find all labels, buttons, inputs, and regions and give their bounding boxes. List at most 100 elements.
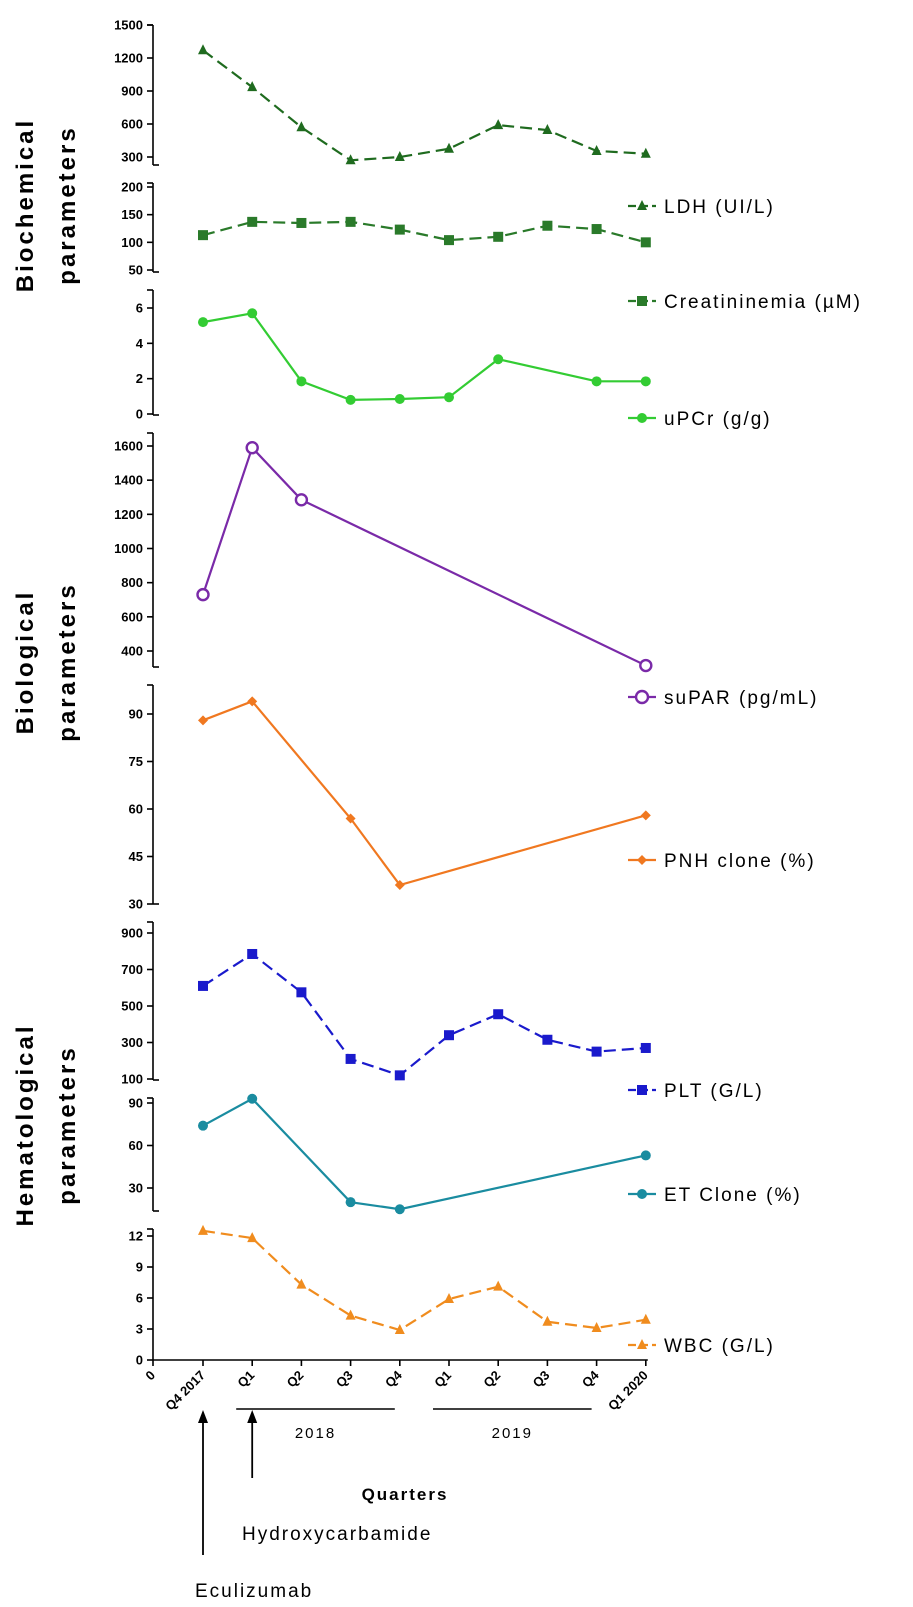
- legend-entry: PNH clone (%): [628, 851, 814, 872]
- group-label-line1: Biochemical: [12, 118, 39, 292]
- legend-label: LDH (UI/L): [664, 197, 775, 218]
- legend-marker: [637, 200, 647, 210]
- data-point: [345, 216, 356, 227]
- data-point: [247, 308, 258, 319]
- x-tick-label: Q1 2020: [605, 1368, 651, 1414]
- x-tick-label: Q4 2017: [162, 1368, 208, 1414]
- x-tick-label: Q2: [284, 1368, 307, 1391]
- data-point: [394, 1324, 405, 1335]
- legend-entry: ET Clone (%): [628, 1185, 802, 1206]
- x-tick-label: Q4: [579, 1367, 602, 1390]
- data-point: [245, 441, 259, 455]
- panel-1: 1500 1200 900 600 300 LDH (UI/L): [114, 18, 775, 219]
- y-tick-label: 300: [121, 150, 143, 165]
- series-line: [202, 312, 646, 401]
- data-point: [247, 1093, 258, 1104]
- legend-marker: [637, 413, 647, 423]
- panel-8: 12 9 6 3 0 WBC (G/L): [129, 1224, 775, 1368]
- data-point: [640, 1313, 651, 1324]
- legend-label: Creatininemia (µM): [664, 292, 862, 313]
- data-point: [444, 392, 454, 403]
- legend-label: ET Clone (%): [664, 1185, 802, 1206]
- legend-label: PLT (G/L): [664, 1081, 764, 1102]
- data-point: [591, 1321, 602, 1332]
- x-tick-label: Q3: [333, 1368, 356, 1391]
- y-tick-label: 90: [129, 1096, 143, 1111]
- data-point: [591, 224, 602, 235]
- data-point: [394, 880, 405, 890]
- y-tick-label: 1600: [114, 439, 143, 454]
- legend-marker: [637, 1339, 647, 1349]
- data-point: [640, 376, 651, 387]
- data-point: [493, 354, 504, 365]
- data-point: [247, 948, 258, 959]
- series-line: [202, 1097, 647, 1211]
- y-tick-label: 200: [121, 180, 143, 195]
- legend-label: WBC (G/L): [664, 1336, 775, 1357]
- data-point: [542, 1034, 553, 1045]
- y-tick-label: 1200: [114, 51, 143, 66]
- y-tick-label: 60: [129, 802, 143, 817]
- y-tick-label: 900: [121, 926, 143, 941]
- legend-label: uPCr (g/g): [664, 409, 772, 430]
- y-tick-label: 1400: [114, 473, 143, 488]
- group-label-line1: Biological: [12, 590, 39, 735]
- series-line: [202, 49, 646, 162]
- y-tick-label: 6: [136, 301, 143, 316]
- y-tick-label: 90: [129, 707, 143, 722]
- panel-3: 6 4 2 0 uPCr (g/g): [136, 289, 772, 430]
- y-tick-label: 600: [121, 609, 143, 624]
- annotation-hydroxycarbamide: Hydroxycarbamide: [242, 1524, 432, 1545]
- data-point: [640, 237, 651, 248]
- data-point: [542, 124, 553, 135]
- data-point: [394, 393, 405, 404]
- arrow-hydroxycarbamide: [247, 1410, 258, 1478]
- data-point: [394, 224, 405, 235]
- series-line: [201, 445, 647, 667]
- data-point: [294, 493, 309, 507]
- panel-2: 200 150 100 50 Creatininemia (µM): [121, 180, 862, 314]
- data-point: [247, 81, 258, 92]
- data-point: [444, 1293, 454, 1304]
- data-point: [296, 217, 307, 228]
- legend-marker: [637, 1085, 647, 1095]
- data-point: [444, 142, 454, 153]
- x-tick-label: Q4: [382, 1367, 405, 1390]
- legend-entry: Creatininemia (µM): [628, 292, 862, 313]
- y-tick-label: 100: [121, 235, 143, 250]
- data-point: [198, 317, 208, 328]
- year-label: 2019: [492, 1425, 533, 1442]
- data-point: [542, 1315, 553, 1326]
- legend-marker: [634, 689, 650, 705]
- y-tick-label: 1500: [114, 18, 143, 33]
- data-point: [591, 376, 602, 387]
- panel-4: 1600 1400 1200 1000 800 600 400 suPAR (pg/mL): [114, 432, 816, 709]
- y-tick-label: 2: [136, 371, 143, 386]
- y-tick-label: 0: [136, 407, 143, 422]
- y-tick-label: 400: [121, 644, 143, 659]
- y-tick-label: 500: [121, 999, 143, 1014]
- data-point: [296, 1278, 307, 1289]
- group-label-line2: parameters: [54, 582, 81, 741]
- y-tick-label: 6: [136, 1291, 143, 1306]
- y-tick-label: 0: [136, 1353, 143, 1368]
- data-point: [493, 119, 504, 130]
- data-point: [296, 121, 307, 132]
- y-tick-label: 700: [121, 962, 143, 977]
- y-tick-label: 12: [129, 1229, 143, 1244]
- y-tick-label: 45: [129, 849, 143, 864]
- data-point: [394, 1204, 405, 1215]
- legend-entry: PLT (G/L): [628, 1081, 764, 1102]
- legend-marker: [637, 855, 647, 865]
- series-line: [202, 700, 647, 887]
- data-point: [247, 216, 258, 227]
- data-point: [640, 810, 651, 821]
- y-tick-label: 1200: [114, 507, 143, 522]
- legend-marker: [637, 296, 647, 306]
- data-point: [296, 376, 307, 387]
- data-point: [394, 1070, 405, 1081]
- y-tick-label: 1000: [114, 541, 143, 556]
- data-point: [591, 144, 602, 155]
- data-point: [345, 1197, 356, 1208]
